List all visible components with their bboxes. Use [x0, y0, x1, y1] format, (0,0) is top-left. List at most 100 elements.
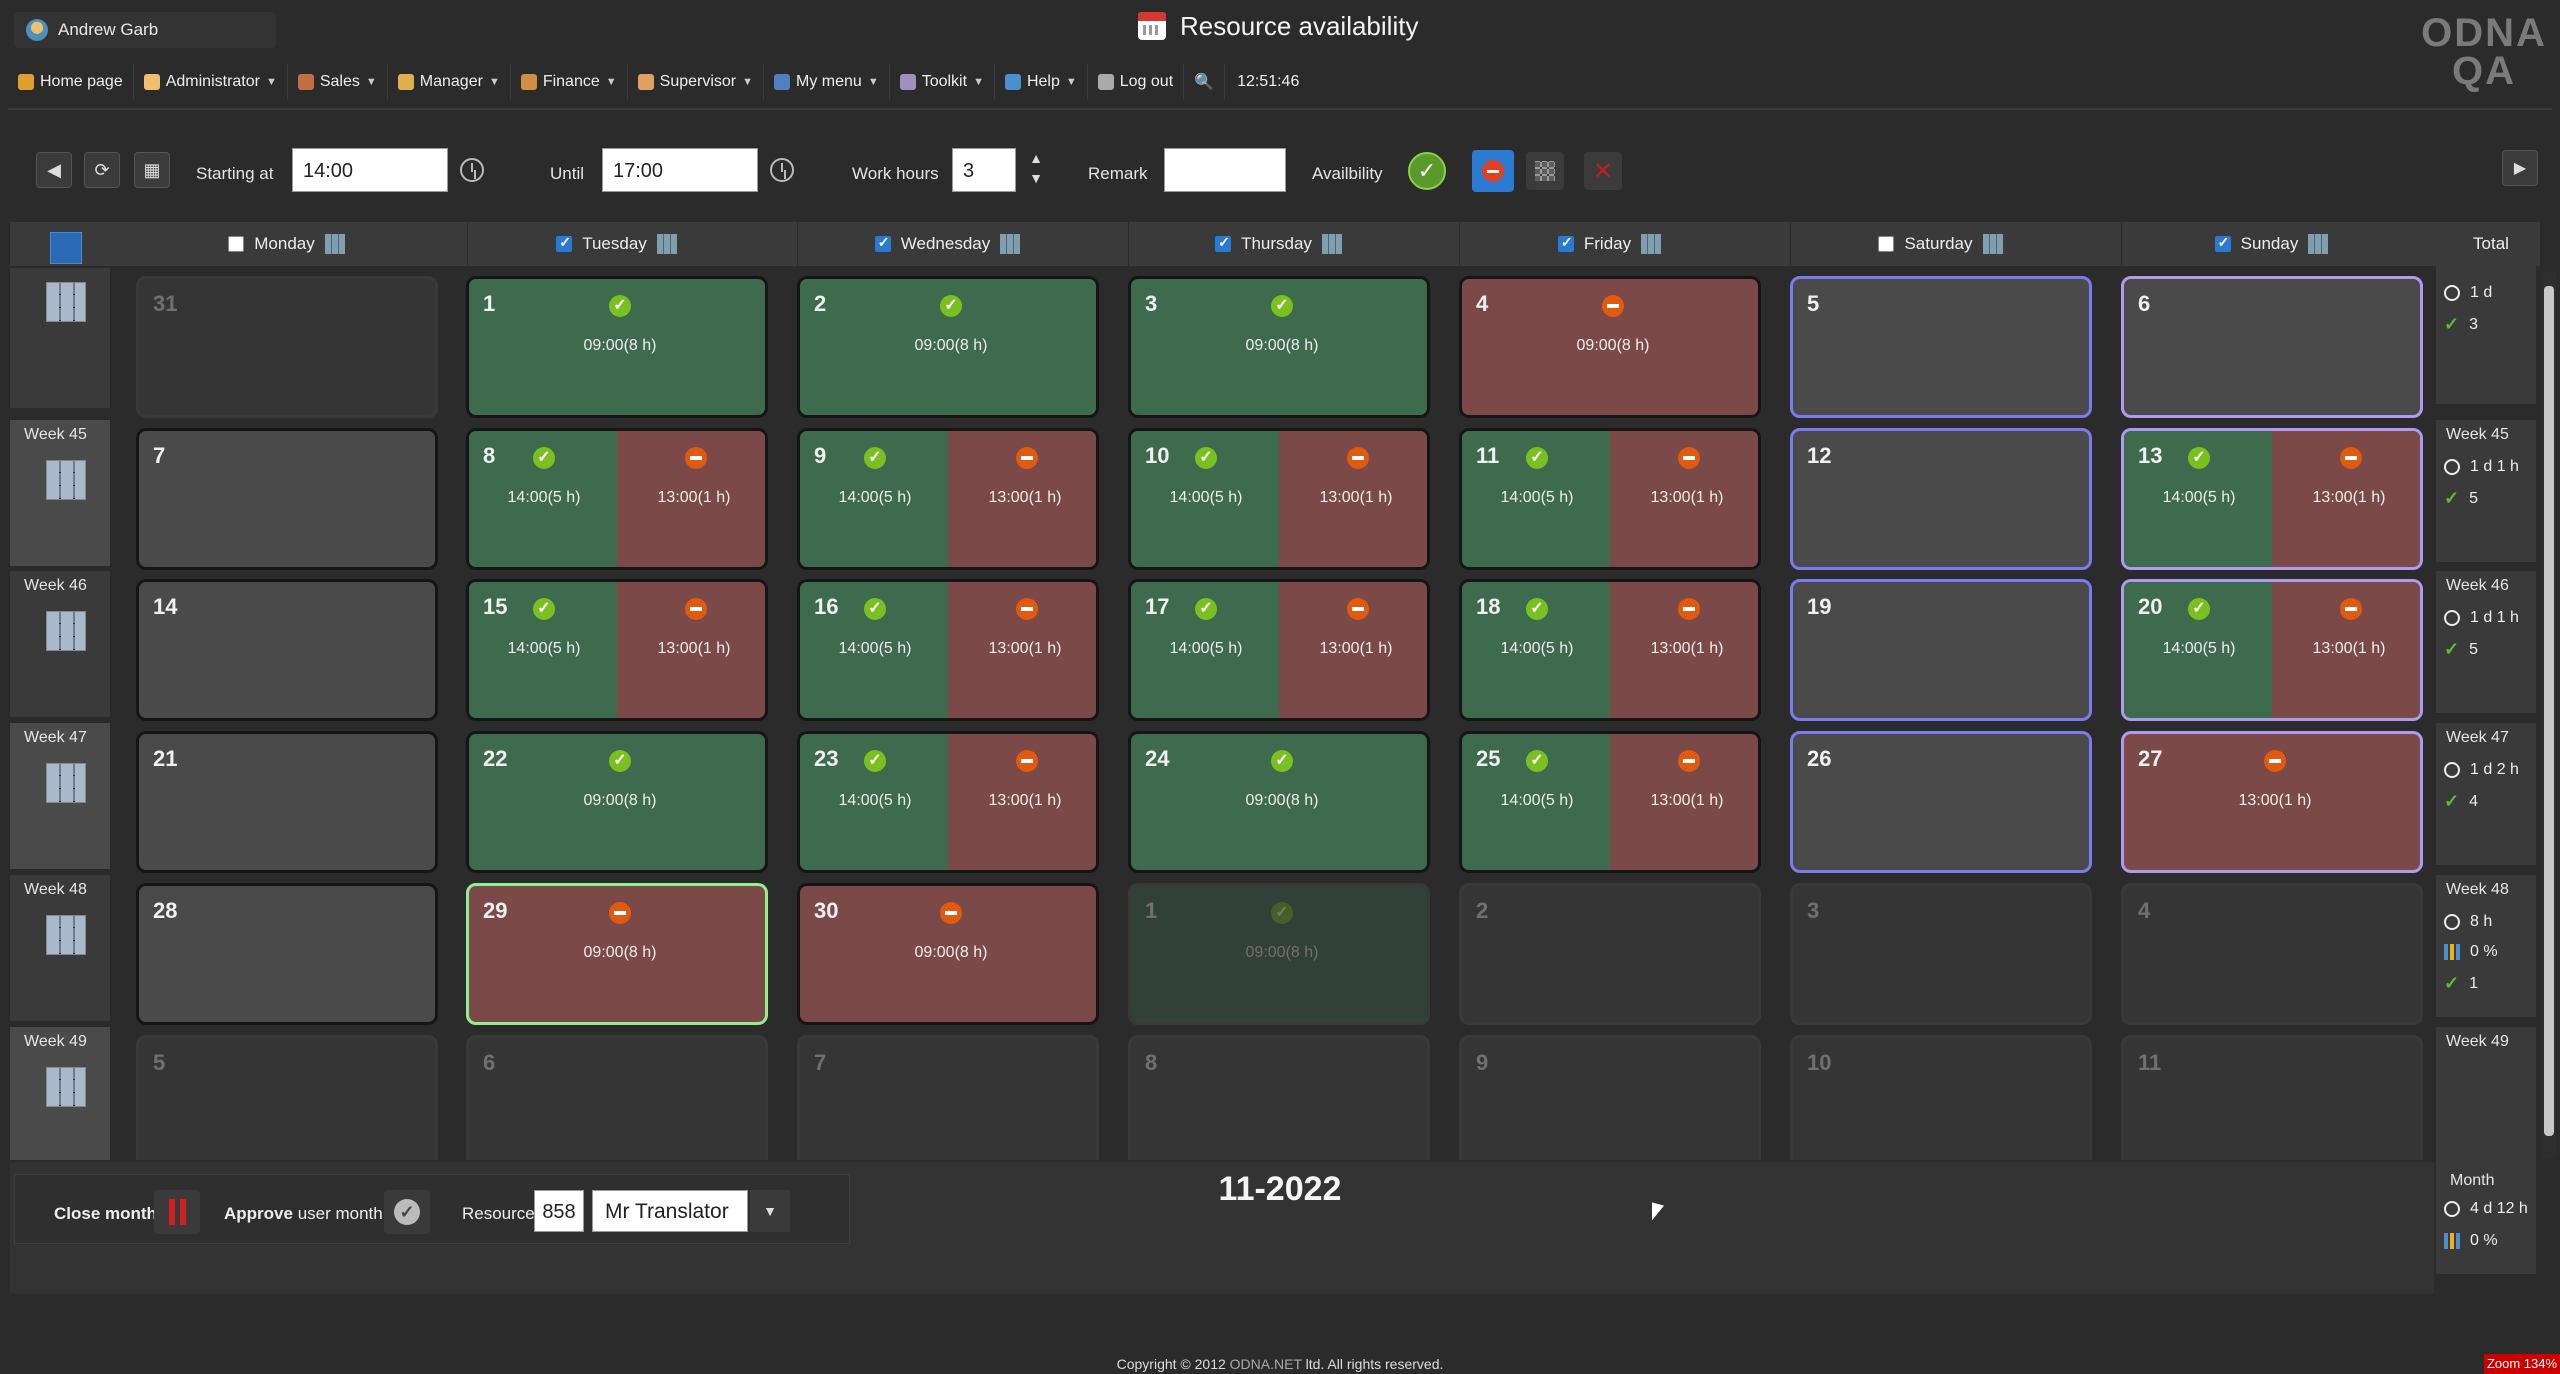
search-icon[interactable]: 🔍 — [1184, 64, 1226, 100]
day-checkbox[interactable] — [2214, 234, 2231, 252]
calendar-button[interactable]: ▦ — [134, 152, 170, 188]
day-cell[interactable]: 21 — [136, 731, 438, 873]
day-cell[interactable]: ✓ 09:00(8 h) 3 — [1128, 276, 1430, 418]
day-cell[interactable]: 31 — [136, 276, 438, 418]
chevron-down-icon[interactable]: ▼ — [750, 1190, 790, 1232]
day-cell[interactable]: 4 — [2121, 883, 2423, 1025]
resource-select[interactable]: Mr Translator — [592, 1190, 748, 1232]
grid-icon[interactable] — [656, 234, 677, 254]
user-box[interactable]: Andrew Garb — [14, 12, 276, 48]
day-cell[interactable]: 26 — [1790, 731, 2092, 873]
menu-item[interactable]: Finance ▼ — [511, 64, 628, 100]
menu-item[interactable]: My menu ▼ — [764, 64, 890, 100]
day-cell[interactable]: ✓ 09:00(8 h) 22 — [466, 731, 768, 873]
grid-view-button[interactable] — [1526, 152, 1564, 190]
day-cell[interactable]: 9 — [1459, 1035, 1761, 1160]
day-cell[interactable]: 5 — [1790, 276, 2092, 418]
close-month-button[interactable] — [154, 1190, 200, 1234]
week-row-label[interactable]: Week 48 — [10, 875, 110, 1021]
day-cell[interactable]: ✓ 09:00(8 h) 1 — [466, 276, 768, 418]
day-cell[interactable]: 09:00(8 h) 4 — [1459, 276, 1761, 418]
resource-id-field[interactable]: 858 — [534, 1190, 584, 1232]
day-checkbox[interactable] — [1215, 234, 1232, 252]
select-all-grid-icon[interactable] — [50, 232, 82, 264]
week-row-label[interactable]: Week 45 — [10, 420, 110, 566]
scrollbar-thumb[interactable] — [2544, 286, 2554, 1136]
starting-at-input[interactable]: 14:00 — [292, 148, 448, 192]
week-grid-icon[interactable] — [46, 1067, 86, 1107]
day-cell[interactable]: 6 — [466, 1035, 768, 1160]
grid-icon[interactable] — [1321, 234, 1342, 254]
week-row-label[interactable]: Week 46 — [10, 571, 110, 717]
day-cell[interactable]: ✓ 14:00(5 h) 13:00(1 h) 25 — [1459, 731, 1761, 873]
day-cell[interactable]: 12 — [1790, 428, 2092, 570]
day-cell[interactable]: 5 — [136, 1035, 438, 1160]
day-cell[interactable]: 7 — [797, 1035, 1099, 1160]
day-cell[interactable]: 14 — [136, 579, 438, 721]
day-cell[interactable]: ✓ 14:00(5 h) 13:00(1 h) 17 — [1128, 579, 1430, 721]
week-grid-icon[interactable] — [46, 611, 86, 651]
menu-item[interactable]: Sales ▼ — [288, 64, 388, 100]
day-cell[interactable]: ✓ 14:00(5 h) 13:00(1 h) 23 — [797, 731, 1099, 873]
day-checkbox[interactable] — [1557, 234, 1574, 252]
day-cell[interactable]: 19 — [1790, 579, 2092, 721]
until-input[interactable]: 17:00 — [602, 148, 758, 192]
week-row-label[interactable]: Week 49 — [10, 1027, 110, 1160]
day-cell[interactable]: 8 — [1128, 1035, 1430, 1160]
grid-icon[interactable] — [1641, 234, 1662, 254]
scrollbar[interactable] — [2542, 272, 2556, 1158]
day-cell[interactable]: ✓ 14:00(5 h) 13:00(1 h) 11 — [1459, 428, 1761, 570]
day-checkbox[interactable] — [1878, 236, 1895, 252]
clock-icon[interactable] — [460, 158, 484, 182]
day-cell[interactable]: ✓ 09:00(8 h) 24 — [1128, 731, 1430, 873]
remark-input[interactable] — [1164, 148, 1286, 192]
day-cell[interactable]: ✓ 14:00(5 h) 13:00(1 h) 8 — [466, 428, 768, 570]
week-grid-icon[interactable] — [46, 763, 86, 803]
week-row-label[interactable]: Week 47 — [10, 723, 110, 869]
next-button[interactable]: ▶ — [2502, 150, 2538, 186]
day-cell[interactable]: 3 — [1790, 883, 2092, 1025]
grid-icon[interactable] — [2308, 234, 2329, 254]
menu-item[interactable]: Supervisor ▼ — [628, 64, 765, 100]
day-cell[interactable]: 10 — [1790, 1035, 2092, 1160]
week-grid-icon[interactable] — [46, 282, 86, 322]
day-cell[interactable]: 13:00(1 h) 27 — [2121, 731, 2423, 873]
grid-icon[interactable] — [1982, 234, 2003, 254]
grid-icon[interactable] — [324, 234, 345, 254]
day-checkbox[interactable] — [556, 234, 573, 252]
day-cell[interactable]: 6 — [2121, 276, 2423, 418]
work-hours-input[interactable]: 3 — [952, 148, 1016, 192]
day-cell[interactable]: 7 — [136, 428, 438, 570]
day-cell[interactable]: 2 — [1459, 883, 1761, 1025]
menu-item[interactable]: Toolkit ▼ — [890, 64, 995, 100]
clock-icon[interactable] — [770, 158, 794, 182]
grid-icon[interactable] — [1000, 234, 1021, 254]
prev-button[interactable]: ◀ — [36, 152, 72, 188]
day-cell[interactable]: 09:00(8 h) 30 — [797, 883, 1099, 1025]
week-row-label[interactable] — [10, 268, 110, 408]
approve-month-button[interactable]: ✓ — [384, 1190, 430, 1234]
day-cell[interactable]: ✓ 14:00(5 h) 13:00(1 h) 16 — [797, 579, 1099, 721]
day-cell[interactable]: 11 — [2121, 1035, 2423, 1160]
day-cell[interactable]: ✓ 09:00(8 h) 2 — [797, 276, 1099, 418]
work-hours-increment-button[interactable]: ▲ — [1029, 150, 1043, 166]
day-cell[interactable]: ✓ 14:00(5 h) 13:00(1 h) 10 — [1128, 428, 1430, 570]
work-hours-decrement-button[interactable]: ▼ — [1029, 170, 1043, 186]
day-cell[interactable]: ✓ 14:00(5 h) 13:00(1 h) 13 — [2121, 428, 2423, 570]
week-grid-icon[interactable] — [46, 460, 86, 500]
day-checkbox[interactable] — [228, 236, 245, 252]
day-cell[interactable]: ✓ 14:00(5 h) 13:00(1 h) 20 — [2121, 579, 2423, 721]
menu-item[interactable]: Manager ▼ — [388, 64, 511, 100]
menu-item[interactable]: Administrator ▼ — [134, 64, 288, 100]
available-button[interactable]: ✓ — [1408, 152, 1446, 190]
day-cell[interactable]: ✓ 14:00(5 h) 13:00(1 h) 9 — [797, 428, 1099, 570]
day-cell[interactable]: 09:00(8 h) 29 — [466, 883, 768, 1025]
day-cell[interactable]: ✓ 09:00(8 h) 1 — [1128, 883, 1430, 1025]
day-cell[interactable]: 28 — [136, 883, 438, 1025]
menu-item[interactable]: Log out — [1088, 64, 1185, 100]
menu-item[interactable]: Home page — [8, 64, 134, 100]
day-cell[interactable]: ✓ 14:00(5 h) 13:00(1 h) 15 — [466, 579, 768, 721]
unavailable-button[interactable] — [1472, 150, 1514, 192]
day-checkbox[interactable] — [874, 234, 891, 252]
menu-item[interactable]: Help ▼ — [995, 64, 1088, 100]
